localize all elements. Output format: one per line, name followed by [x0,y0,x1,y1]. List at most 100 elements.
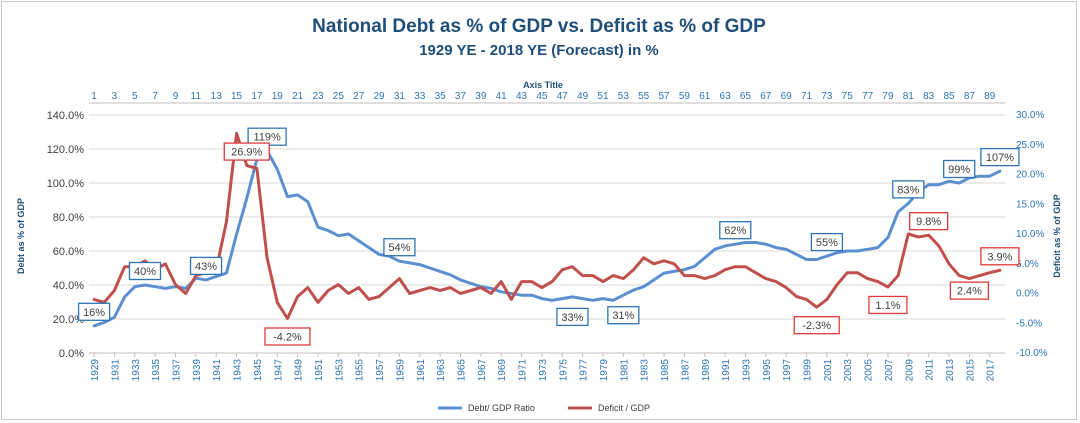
debt-annotation-label: 62% [724,225,746,237]
debt-annotation-label: 55% [816,237,838,249]
deficit-annotation-label: 9.8% [916,216,941,228]
y-tick-label: 20.0% [53,314,84,326]
y-axis-title-right: Deficit as % of GDP [1052,194,1062,278]
x-tick-label: 1997 [782,359,793,382]
top-tick-label: 73 [821,91,833,102]
debt-annotation-label: 119% [253,132,281,144]
x-tick-label: 1935 [151,359,162,382]
legend-label-debt: Debt/ GDP Ratio [468,403,535,413]
x-tick-label: 1951 [314,359,325,382]
x-tick-label: 1941 [212,359,223,382]
x-tick-label: 1999 [803,359,814,382]
x-tick-label: 2013 [945,359,956,382]
top-tick-label: 47 [557,91,569,102]
x-tick-label: 2015 [965,359,976,382]
debt-annotation-box [719,221,752,240]
deficit-annotation-label: 3.9% [987,251,1012,263]
x-tick-label: 1979 [599,359,610,382]
debt-annotation-label: 107% [986,152,1014,164]
top-tick-label: 79 [882,91,894,102]
top-tick-label: 33 [414,91,426,102]
top-tick-label: 57 [658,91,670,102]
x-tick-label: 1929 [90,359,101,382]
debt-annotation-box [892,180,925,199]
top-tick-label: 21 [292,91,304,102]
debt-annotation-label: 31% [612,310,634,322]
deficit-annotation-label: 26.9% [231,147,262,159]
top-tick-label: 87 [964,91,976,102]
data-annotations: 16% 40% 43% 119% 54% 33% 31% 62% 55% 83% 99% 107% 26… [77,127,1020,346]
debt-annotation-box [383,238,416,257]
x-tick-label: 2011 [925,359,936,381]
legend-label-deficit: Deficit / GDP [598,403,650,413]
deficit-annotation-box [980,247,1020,266]
top-tick-label: 45 [536,91,548,102]
x-tick-label: 1983 [640,359,651,382]
x-tick-label: 1961 [416,359,427,382]
debt-annotation-box [77,302,111,321]
top-tick-label: 27 [353,91,365,102]
x-tick-label: 1965 [456,359,467,382]
deficit-annotation-box [793,316,840,335]
x-tick-label: 1991 [721,359,732,382]
deficit-annotation-box [264,327,311,346]
top-tick-label: 29 [374,91,386,102]
debt-annotation-box [810,232,844,252]
top-tick-label: 35 [435,91,447,102]
y-tick-label: 120.0% [47,144,85,156]
debt-annotation-box [943,159,976,179]
debt-annotation-label: 33% [561,312,583,324]
top-tick-label: 5 [132,91,138,102]
deficit-annotation-box [909,212,949,231]
x-axis: 1929 1931 1933 1935 1937 1939 1941 1943 1945 1947… [89,352,1005,382]
x-tick-label: 1969 [497,359,508,382]
top-axis-title: Axis Title [523,80,563,90]
debt-annotation-box [607,306,640,325]
x-tick-label: 1933 [131,359,142,382]
top-tick-label: 3 [112,91,118,102]
x-tick-label: 1947 [273,359,284,382]
debt-annotation-label: 40% [134,266,156,278]
y-tick-label: 140.0% [47,110,85,122]
x-tick-label: 1989 [701,359,712,382]
x-tick-label: 1977 [579,359,590,382]
x-tick-label: 1993 [741,359,752,382]
top-tick-label: 19 [272,91,284,102]
x-tick-label: 1959 [395,359,406,382]
debt-annotation-box [189,256,223,276]
x-tick-label: 1981 [619,359,630,382]
y2-tick-label: -5.0% [1016,318,1042,329]
top-tick-label: 41 [496,91,508,102]
top-tick-label: 77 [862,91,874,102]
y-tick-label: 80.0% [53,212,84,224]
x-tick-label: 1995 [762,359,773,382]
top-tick-label: 31 [394,91,406,102]
top-tick-label: 71 [801,91,813,102]
y2-tick-label: 5.0% [1016,259,1039,270]
y2-tick-label: 30.0% [1016,110,1044,121]
top-tick-label: 17 [251,91,263,102]
top-tick-label: 23 [312,91,324,102]
debt-annotation-label: 83% [897,184,919,196]
y-tick-label: 60.0% [53,246,84,258]
deficit-annotation-box [868,295,908,315]
y2-tick-label: -10.0% [1016,348,1048,359]
top-tick-label: 25 [333,91,345,102]
top-tick-label: 75 [842,91,854,102]
x-tick-label: 2017 [986,359,997,382]
x-tick-label: 1955 [355,359,366,382]
x-tick-label: 2007 [884,359,895,382]
x-tick-label: 1931 [110,359,121,382]
legend: Debt/ GDP Ratio Deficit / GDP [438,403,650,413]
x-tick-label: 1949 [294,359,305,382]
deficit-line [92,131,1002,320]
top-tick-label: 89 [984,91,996,102]
x-tick-label: 1939 [192,359,203,382]
x-tick-label: 1973 [538,359,549,382]
top-tick-label: 13 [211,91,223,102]
top-tick-label: 9 [173,91,179,102]
debt-annotation-label: 16% [83,307,105,319]
y-tick-label: 100.0% [47,178,85,190]
x-tick-label: 1985 [660,359,671,382]
x-tick-label: 1953 [334,359,345,382]
